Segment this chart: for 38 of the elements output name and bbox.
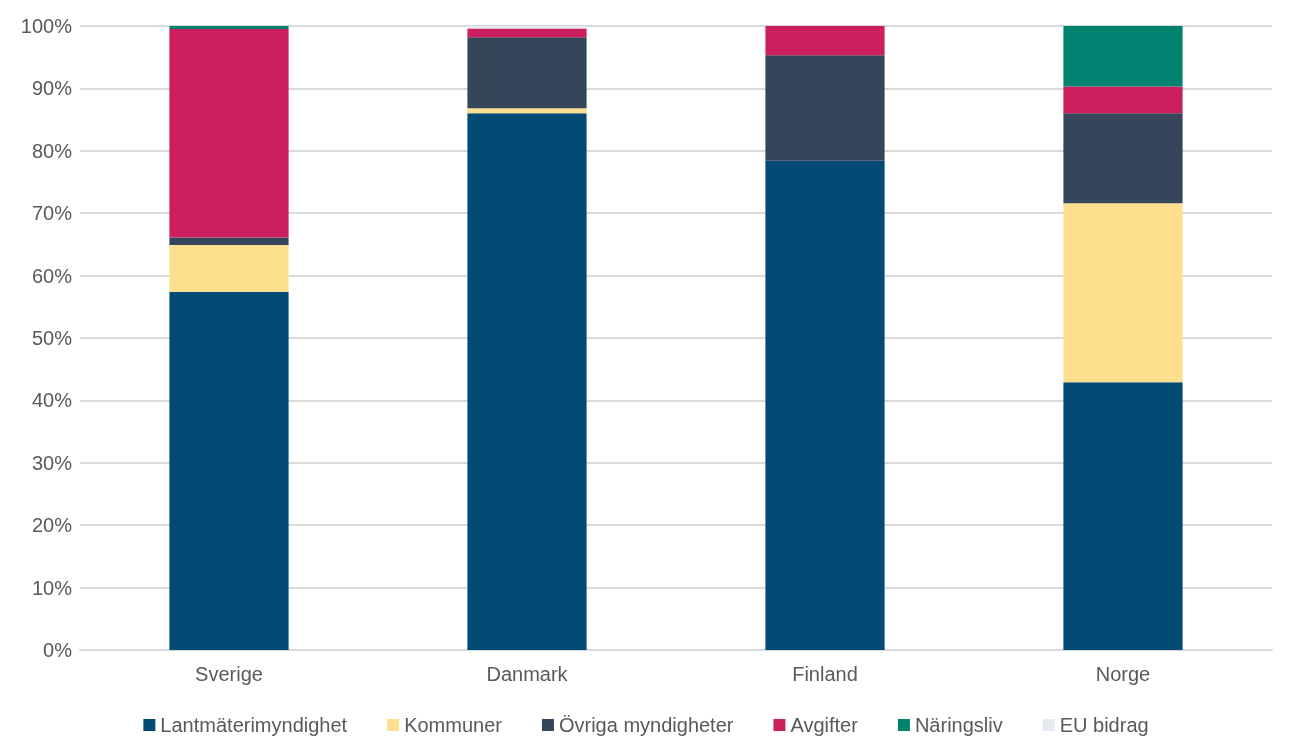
- bar: [765, 26, 885, 56]
- legend-label: Lantmäterimyndighet: [160, 714, 348, 736]
- y-tick-label: 30%: [31, 451, 73, 474]
- bar: [765, 55, 885, 161]
- y-tick-label: 80%: [31, 139, 73, 162]
- bar: [1063, 203, 1183, 383]
- y-tick-label: 0%: [43, 639, 73, 661]
- bar: [169, 29, 289, 238]
- y-tick-label: 40%: [31, 389, 73, 412]
- x-tick-label: Norge: [1095, 663, 1151, 685]
- bar: [169, 237, 289, 246]
- bar: [169, 26, 289, 30]
- legend-label: Avgifter: [790, 714, 859, 736]
- bar: [467, 28, 587, 38]
- bar: [1063, 26, 1183, 87]
- bar: [1063, 382, 1183, 650]
- bar: [765, 160, 885, 650]
- x-tick-label: Danmark: [486, 663, 569, 685]
- y-tick-label: 10%: [31, 576, 73, 599]
- legend-label: Övriga myndigheter: [558, 714, 734, 736]
- bar: [1063, 113, 1183, 204]
- bar: [169, 291, 289, 650]
- y-tick-label: 90%: [31, 77, 73, 100]
- y-tick-label: 50%: [31, 327, 73, 349]
- legend-label: Kommuner: [404, 714, 503, 736]
- y-tick-label: 100%: [20, 15, 73, 37]
- legend-label: Näringsliv: [914, 714, 1003, 736]
- bar: [467, 113, 587, 650]
- bar: [1063, 86, 1183, 114]
- y-tick-label: 70%: [31, 202, 73, 225]
- bar: [467, 108, 587, 114]
- x-tick-label: Finland: [792, 663, 858, 685]
- y-tick-label: 20%: [31, 514, 73, 537]
- y-tick-label: 60%: [31, 264, 73, 287]
- bar: [467, 37, 587, 109]
- x-tick-label: Sverige: [195, 663, 263, 685]
- bar: [169, 245, 289, 292]
- legend-label: EU bidrag: [1059, 714, 1149, 736]
